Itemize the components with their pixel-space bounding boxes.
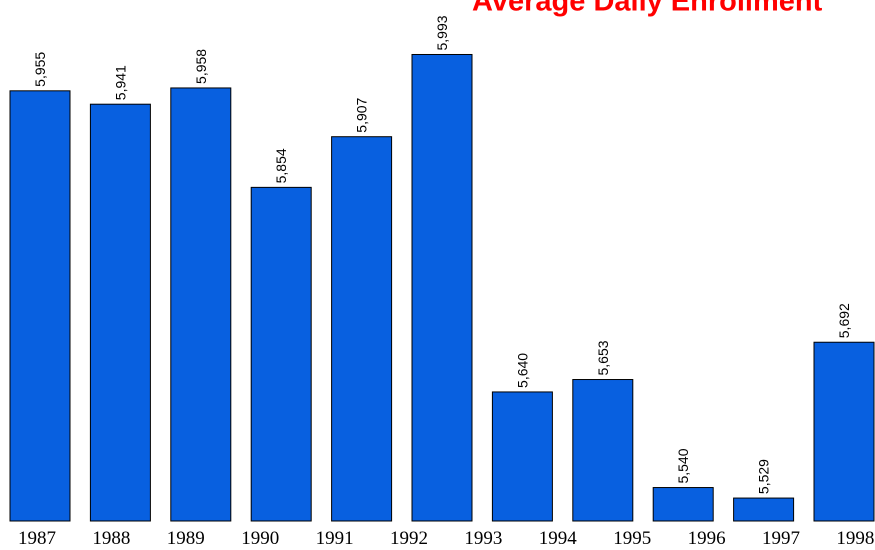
bar bbox=[411, 53, 473, 522]
value-label: 5,955 bbox=[32, 52, 48, 87]
bar bbox=[733, 497, 795, 522]
bar bbox=[491, 391, 553, 522]
bar bbox=[250, 186, 312, 522]
value-label: 5,692 bbox=[836, 303, 852, 338]
x-tick-label: 1996 bbox=[688, 528, 726, 549]
value-label: 5,640 bbox=[514, 353, 530, 388]
x-tick-label: 1987 bbox=[18, 528, 56, 549]
x-tick-label: 1993 bbox=[464, 528, 502, 549]
value-label: 5,941 bbox=[112, 65, 128, 100]
value-label: 5,529 bbox=[756, 459, 772, 494]
x-tick-label: 1989 bbox=[167, 528, 205, 549]
x-tick-label: 1998 bbox=[836, 528, 874, 549]
chart-title: Average Daily Enrollment bbox=[472, 0, 823, 18]
x-tick-label: 1994 bbox=[539, 528, 578, 549]
x-tick-label: 1995 bbox=[613, 528, 651, 549]
bar bbox=[170, 87, 232, 522]
value-label: 5,958 bbox=[193, 49, 209, 84]
value-label: 5,993 bbox=[434, 15, 450, 50]
bar bbox=[9, 90, 71, 522]
value-label: 5,653 bbox=[595, 340, 611, 375]
x-tick-label: 1990 bbox=[241, 528, 279, 549]
value-label: 5,907 bbox=[354, 97, 370, 132]
bar bbox=[813, 341, 875, 522]
value-label: 5,854 bbox=[273, 148, 289, 183]
bar bbox=[652, 487, 714, 522]
bar bbox=[89, 103, 151, 522]
x-tick-label: 1988 bbox=[92, 528, 130, 549]
bar bbox=[572, 379, 634, 522]
x-tick-label: 1991 bbox=[316, 528, 354, 549]
x-tick-label: 1992 bbox=[390, 528, 428, 549]
bar bbox=[331, 136, 393, 522]
value-label: 5,540 bbox=[675, 448, 691, 483]
x-tick-label: 1997 bbox=[762, 528, 800, 549]
